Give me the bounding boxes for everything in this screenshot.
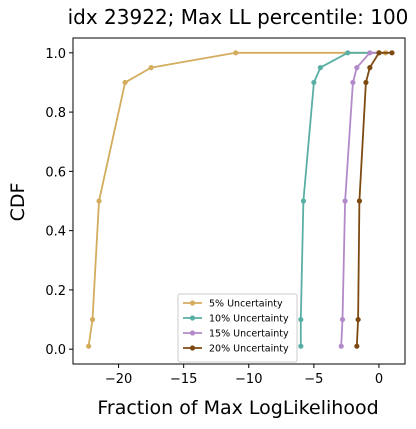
series-point [367, 50, 373, 56]
series-line-4 [355, 51, 392, 347]
series-point [354, 343, 360, 349]
x-tick-label: −5 [304, 372, 323, 387]
x-tick-label: −20 [105, 372, 132, 387]
series-point [345, 50, 351, 56]
x-tick-label: −15 [170, 372, 197, 387]
series-point [339, 316, 346, 323]
y-tick-label: 0.8 [45, 106, 66, 121]
x-tick-label: 0 [375, 372, 383, 387]
legend-swatch-marker [189, 330, 196, 336]
series-point [363, 79, 369, 86]
plot-area: −20 −15 −10 −5 0 0.0 0.2 0.4 0.6 0.8 1.0 [45, 37, 406, 387]
legend-label: 5% Uncertainty [209, 299, 283, 310]
legend-label: 20% Uncertainty [209, 344, 289, 355]
legend: 5% Uncertainty 10% Uncertainty 15% Uncerta… [177, 293, 298, 363]
series-point [122, 79, 128, 86]
series-point [355, 316, 361, 323]
series-point [389, 50, 395, 56]
series-point [300, 198, 307, 204]
series-point [311, 79, 317, 86]
y-tick-label: 0.6 [45, 165, 66, 180]
series-point [356, 198, 363, 204]
series-point [317, 65, 323, 71]
legend-swatch-marker [189, 300, 196, 306]
series-line-2 [299, 51, 379, 347]
y-tick-label: 0.0 [45, 343, 66, 358]
series-point [298, 316, 304, 323]
x-tick-label: −10 [235, 372, 262, 387]
series-point [96, 198, 102, 204]
series-point [354, 65, 360, 71]
legend-label: 10% Uncertainty [209, 314, 289, 325]
series-point [298, 343, 304, 349]
legend-label: 15% Uncertainty [209, 329, 289, 340]
y-axis-label: CDF [7, 183, 29, 222]
series-point [338, 343, 344, 349]
series-point [350, 79, 356, 86]
legend-swatch-marker [189, 315, 196, 321]
series-point [86, 343, 92, 349]
legend-box [177, 293, 298, 363]
y-tick-label: 1.0 [45, 47, 66, 62]
legend-swatch-marker [189, 345, 196, 351]
series-point [367, 65, 373, 71]
y-tick-label: 0.4 [45, 225, 66, 240]
axes-frame [72, 37, 406, 365]
chart-title: idx 23922; Max LL percentile: 100 [68, 5, 409, 29]
series-point [376, 50, 382, 56]
series-point [89, 316, 96, 323]
x-axis-label: Fraction of Max LogLikelihood [97, 397, 378, 419]
series-point [233, 50, 239, 56]
series-point [342, 198, 348, 204]
y-tick-label: 0.2 [45, 284, 66, 299]
series-point [148, 65, 154, 71]
